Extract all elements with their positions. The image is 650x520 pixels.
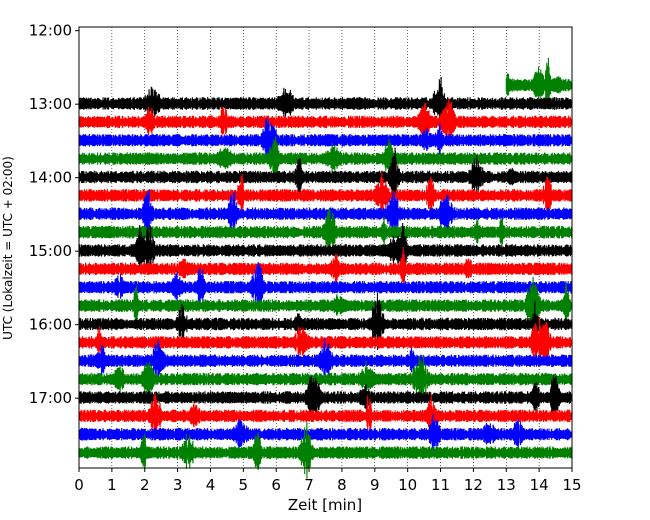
x-tick-label: 13 xyxy=(497,476,516,494)
trace-1300 xyxy=(78,76,573,126)
y-tick-label: 12:00 xyxy=(29,22,72,40)
trace-1245 xyxy=(505,57,573,109)
trace-1430 xyxy=(78,189,573,235)
x-axis: 0 1 2 3 4 5 6 7 8 9 10 11 12 13 14 15 xyxy=(74,468,582,494)
x-tick-label: 2 xyxy=(140,476,150,494)
trace-1715 xyxy=(78,392,573,436)
y-axis: 12:00 13:00 14:00 15:00 16:00 17:00 xyxy=(29,22,79,407)
y-tick-label: 15:00 xyxy=(29,242,72,260)
trace-1530 xyxy=(78,261,573,309)
x-tick-label: 8 xyxy=(337,476,347,494)
trace-1645 xyxy=(78,354,573,400)
plot-frame xyxy=(78,26,573,469)
trace-1315 xyxy=(78,98,573,142)
x-tick-label: 14 xyxy=(530,476,549,494)
trace-1545 xyxy=(78,276,573,330)
x-tick-label: 1 xyxy=(107,476,117,494)
x-tick-label: 7 xyxy=(304,476,314,494)
y-tick-label: 14:00 xyxy=(29,169,72,187)
x-tick-label: 15 xyxy=(562,476,581,494)
trace-1345 xyxy=(78,136,573,178)
x-tick-label: 6 xyxy=(271,476,281,494)
y-tick-label: 13:00 xyxy=(29,95,72,113)
x-tick-label: 5 xyxy=(239,476,249,494)
x-tick-label: 9 xyxy=(370,476,380,494)
trace-1700 xyxy=(78,375,573,417)
x-tick-label: 11 xyxy=(431,476,450,494)
x-tick-label: 10 xyxy=(398,476,417,494)
trace-1515 xyxy=(78,246,573,288)
trace-1400 xyxy=(78,147,573,202)
trace-layer xyxy=(78,57,573,479)
y-tick-label: 16:00 xyxy=(29,316,72,334)
trace-1630 xyxy=(78,337,573,381)
trace-1500 xyxy=(78,222,573,274)
trace-1330 xyxy=(78,117,573,160)
trace-1600 xyxy=(78,292,573,351)
y-tick-label: 17:00 xyxy=(29,389,72,407)
trace-1745 xyxy=(78,421,573,479)
x-tick-label: 12 xyxy=(464,476,483,494)
trace-1445 xyxy=(78,208,573,253)
x-axis-label: Zeit [min] xyxy=(288,496,362,514)
x-tick-label: 4 xyxy=(206,476,216,494)
x-tick-label: 3 xyxy=(173,476,183,494)
y-axis-label: UTC (Lokalzeit = UTC + 02:00) xyxy=(1,156,15,340)
x-tick-label: 0 xyxy=(74,476,84,494)
trace-1415 xyxy=(78,172,573,216)
trace-1730 xyxy=(78,414,573,452)
